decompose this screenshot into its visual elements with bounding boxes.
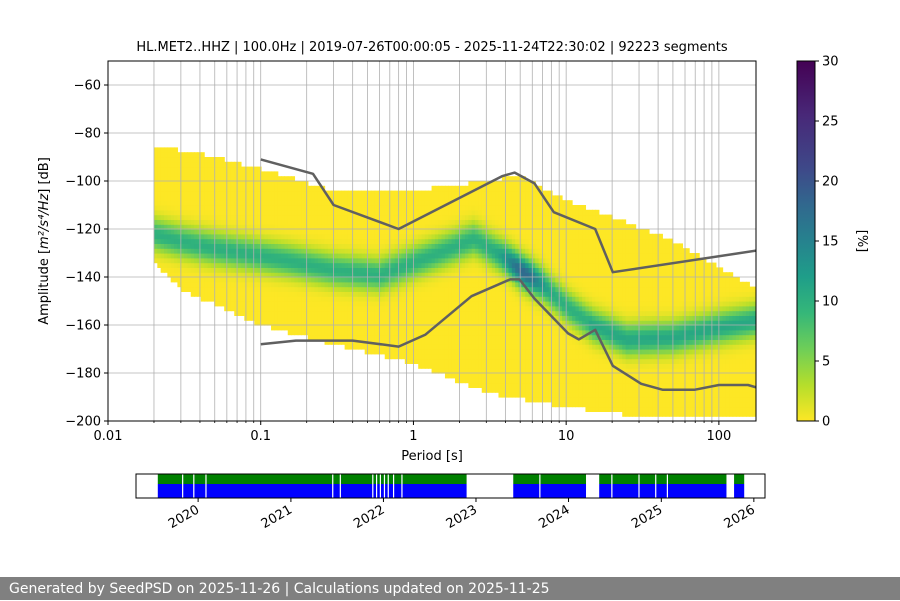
coverage-data-block [734, 474, 744, 484]
timeline-tick-label: 2025 [629, 502, 665, 532]
coverage-gap-marker [205, 474, 206, 498]
x-axis: 0.01 0.1 1 10 100 [94, 421, 732, 444]
coverage-gap-marker [380, 474, 381, 498]
coverage-gap-marker [332, 474, 333, 498]
y-tick-label: −200 [65, 415, 101, 430]
y-tick-label: −120 [65, 223, 101, 238]
x-axis-label: Period [s] [401, 449, 463, 464]
coverage-timeline: 2020 2021 2022 2023 2024 2025 2026 [136, 474, 765, 532]
coverage-gap-marker [655, 474, 656, 498]
psd-plot: 0.01 0.1 1 10 100 −60 −80 −100 −120 −140 −160 −180… [65, 61, 756, 444]
coverage-data-block [513, 474, 586, 484]
timeline-blocks [158, 474, 744, 498]
x-tick-label: 0.1 [250, 429, 271, 444]
coverage-gaps-block [734, 484, 744, 498]
colorbar-gradient [797, 61, 815, 421]
colorbar-tick-label: 25 [822, 115, 839, 130]
timeline-tick-label: 2021 [259, 502, 295, 532]
coverage-gap-marker [384, 474, 385, 498]
colorbar-tick-label: 0 [822, 415, 830, 430]
colorbar-tick-label: 15 [822, 235, 839, 250]
coverage-gap-marker [401, 474, 402, 498]
coverage-data-block [599, 474, 726, 484]
timeline-tick-label: 2024 [536, 502, 572, 532]
coverage-data-block [158, 474, 467, 484]
y-tick-label: −160 [65, 319, 101, 334]
timeline-tick-label: 2023 [444, 502, 480, 532]
chart-title: HL.MET2..HHZ | 100.0Hz | 2019-07-26T00:0… [136, 40, 727, 55]
y-tick-label: −140 [65, 271, 101, 286]
coverage-gap-marker [340, 474, 341, 498]
colorbar-tick-label: 30 [822, 55, 839, 70]
heatmap [154, 147, 757, 416]
coverage-gap-marker [376, 474, 377, 498]
colorbar-ticks: 0 5 10 15 20 25 30 [815, 55, 839, 430]
y-tick-label: −100 [65, 175, 101, 190]
coverage-gap-marker [539, 474, 540, 498]
colorbar-tick-label: 20 [822, 175, 839, 190]
y-tick-label: −60 [74, 79, 101, 94]
y-axis-label: Amplitude [m²/s⁴/Hz] [dB] [37, 157, 52, 325]
x-tick-label: 100 [706, 429, 731, 444]
coverage-gap-marker [182, 474, 183, 498]
coverage-gap-marker [372, 474, 373, 498]
y-tick-label: −180 [65, 367, 101, 382]
footer-bar: Generated by SeedPSD on 2025-11-26 | Cal… [0, 577, 900, 600]
coverage-gap-marker [193, 474, 194, 498]
coverage-gaps-block [158, 484, 467, 498]
coverage-gap-marker [388, 474, 389, 498]
y-axis: −60 −80 −100 −120 −140 −160 −180 −200 [65, 79, 108, 430]
coverage-gaps-block [513, 484, 586, 498]
colorbar-tick-label: 5 [822, 355, 830, 370]
coverage-gap-marker [393, 474, 394, 498]
x-tick-label: 0.01 [94, 429, 123, 444]
coverage-gap-marker [638, 474, 639, 498]
timeline-tick-label: 2026 [722, 502, 758, 532]
timeline-ticks: 2020 2021 2022 2023 2024 2025 2026 [166, 498, 758, 532]
coverage-gaps-block [599, 484, 726, 498]
coverage-gap-marker [611, 474, 612, 498]
x-tick-label: 10 [558, 429, 575, 444]
colorbar: 0 5 10 15 20 25 30 [%] [797, 55, 869, 430]
timeline-tick-label: 2020 [166, 502, 202, 532]
timeline-tick-label: 2022 [351, 502, 387, 532]
y-tick-label: −80 [74, 127, 101, 142]
colorbar-tick-label: 10 [822, 295, 839, 310]
x-tick-label: 1 [409, 429, 417, 444]
coverage-gap-marker [667, 474, 668, 498]
colorbar-label: [%] [854, 230, 869, 253]
